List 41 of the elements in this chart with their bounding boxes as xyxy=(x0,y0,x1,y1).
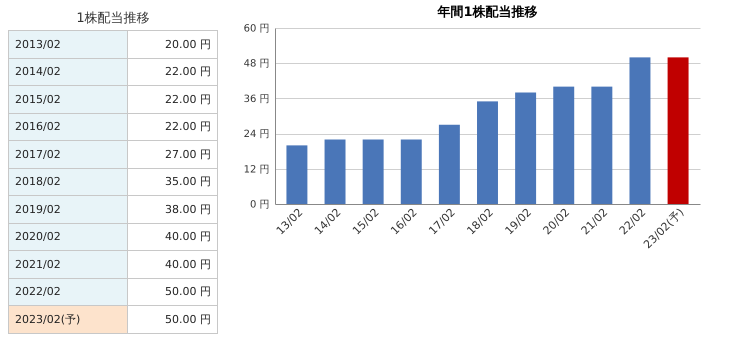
category-label: 2019/02 xyxy=(8,196,128,223)
category-label: 2016/02 xyxy=(8,113,128,140)
y-tick-label: 24 円 xyxy=(244,129,270,140)
y-tick-label: 12 円 xyxy=(244,164,270,176)
y-tick-label: 60 円 xyxy=(244,24,270,34)
data-label: 22.00 円 xyxy=(128,58,218,86)
chart-title: 年間1株配当推移 xyxy=(436,5,538,20)
category-label: 2021/02 xyxy=(8,250,128,278)
data-label: 35.00 円 xyxy=(128,168,218,196)
category-label: 2023/02(予) xyxy=(8,306,128,333)
data-label: 50.00 円 xyxy=(128,306,218,333)
data-label: 50.00 円 xyxy=(128,278,218,306)
y-tick-label: 48 円 xyxy=(244,58,270,70)
category-label: 2014/02 xyxy=(8,58,128,86)
category-label: 2018/02 xyxy=(8,168,128,196)
bar xyxy=(629,57,650,204)
data-label: 40.00 円 xyxy=(128,250,218,278)
category-label: 2017/02 xyxy=(8,140,128,168)
bar xyxy=(515,92,536,204)
bar xyxy=(362,139,384,204)
category-label: 2020/02 xyxy=(8,223,128,250)
bar xyxy=(591,86,612,204)
y-tick-label: 36 円 xyxy=(244,94,270,105)
data-label: 22.00 円 xyxy=(128,86,218,113)
bar xyxy=(438,124,460,204)
text: 1株配当推移 xyxy=(75,10,151,28)
category-label: 2013/02 xyxy=(8,30,128,58)
y-tick-label: 0 円 xyxy=(250,200,270,210)
bar xyxy=(668,57,689,204)
bar xyxy=(477,101,498,204)
bar xyxy=(286,145,308,204)
data-label: 27.00 円 xyxy=(128,140,218,168)
bar xyxy=(324,139,346,204)
data-label: 22.00 円 xyxy=(128,113,218,140)
category-label: 2022/02 xyxy=(8,278,128,306)
data-label: 20.00 円 xyxy=(128,30,218,58)
bar xyxy=(553,86,574,204)
data-label: 40.00 円 xyxy=(128,223,218,250)
bar xyxy=(400,139,422,204)
data-label: 38.00 円 xyxy=(128,196,218,223)
category-label: 2015/02 xyxy=(8,86,128,113)
